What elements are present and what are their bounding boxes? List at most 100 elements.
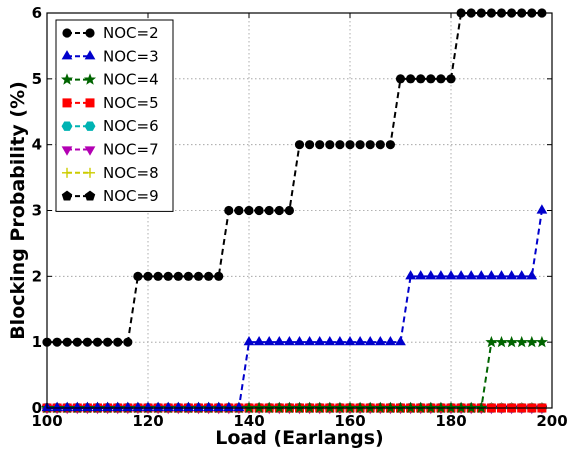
data-point	[82, 401, 93, 412]
data-point	[72, 337, 82, 347]
data-point	[62, 337, 72, 347]
series-line	[47, 12, 542, 344]
data-point	[153, 271, 163, 281]
data-point	[193, 271, 204, 281]
data-point	[516, 270, 528, 280]
data-point	[263, 335, 275, 346]
data-point	[214, 271, 224, 281]
data-point	[405, 270, 416, 280]
data-point	[224, 205, 234, 216]
data-point	[284, 335, 295, 346]
x-tick-label: 100	[31, 412, 62, 430]
data-point	[495, 335, 508, 348]
legend-label: NOC=2	[103, 24, 159, 42]
legend-label: NOC=8	[103, 164, 159, 182]
data-point	[485, 335, 498, 348]
data-point	[505, 335, 518, 348]
data-point	[294, 335, 305, 346]
data-point	[71, 401, 83, 412]
data-point	[406, 74, 416, 84]
legend-marker	[85, 28, 95, 38]
data-point	[526, 270, 538, 280]
data-point	[536, 204, 548, 214]
data-point	[213, 401, 225, 412]
data-point	[234, 205, 244, 216]
data-point	[233, 401, 245, 412]
data-point	[264, 205, 274, 216]
y-tick-label: 1	[32, 333, 42, 351]
data-point	[294, 140, 305, 150]
data-point	[344, 335, 356, 346]
data-point	[103, 337, 113, 347]
data-point	[82, 337, 92, 347]
series-line	[47, 210, 543, 409]
data-point	[132, 401, 144, 412]
legend-marker	[60, 73, 74, 85]
legend-marker	[83, 73, 97, 85]
data-point	[204, 271, 214, 281]
legend-marker	[62, 28, 72, 38]
y-tick-label: 5	[32, 70, 42, 88]
legend-marker	[84, 190, 96, 201]
data-point	[355, 140, 365, 150]
legend-box	[55, 19, 174, 212]
legend-entry: NOC=7	[61, 141, 159, 159]
plot-frame	[46, 12, 553, 409]
data-point	[426, 74, 436, 84]
data-point	[395, 335, 406, 346]
data-point	[315, 140, 325, 150]
data-point	[163, 271, 173, 281]
data-point	[435, 270, 447, 280]
data-point	[395, 74, 406, 84]
y-axis-title: Blocking Probability (%)	[7, 81, 29, 340]
data-point	[515, 335, 528, 348]
legend-label: NOC=3	[103, 47, 159, 65]
legend-entry: NOC=6	[61, 117, 159, 135]
data-point	[354, 335, 366, 346]
data-point	[385, 335, 396, 346]
data-point	[122, 401, 134, 412]
data-point	[52, 337, 62, 347]
legend-label: NOC=9	[103, 187, 159, 205]
legend-marker	[61, 121, 73, 131]
x-tick-label: 200	[536, 412, 567, 430]
series-noc-3	[41, 204, 548, 412]
data-point	[223, 401, 235, 412]
data-point	[102, 401, 113, 412]
x-tick-label: 160	[334, 412, 365, 430]
data-point	[162, 401, 174, 412]
legend-entry: NOC=3	[61, 47, 159, 65]
data-point	[335, 140, 345, 150]
legend-marker	[85, 167, 95, 178]
legend-label: NOC=4	[103, 71, 159, 89]
x-axis-title: Load (Earlangs)	[215, 427, 384, 449]
data-point	[113, 337, 123, 347]
data-point	[455, 270, 467, 280]
data-point	[415, 270, 427, 280]
data-point	[123, 337, 133, 347]
x-axis-ticks: 100 120 140 160 180 200	[31, 13, 568, 430]
data-point	[535, 335, 548, 348]
data-point	[61, 401, 73, 412]
data-point	[253, 335, 265, 346]
data-point	[496, 270, 507, 280]
data-point	[465, 270, 477, 280]
data-point	[325, 140, 335, 150]
data-point	[143, 271, 153, 281]
data-point	[365, 140, 375, 150]
y-tick-label: 0	[32, 399, 42, 417]
data-point	[385, 140, 395, 150]
data-point	[203, 401, 214, 412]
data-point	[254, 205, 264, 216]
data-point	[475, 270, 487, 280]
legend-marker	[62, 98, 72, 108]
legend-entry: NOC=9	[61, 187, 159, 205]
data-point	[506, 270, 517, 280]
legend-marker	[84, 146, 96, 156]
series-noc-4	[40, 335, 548, 414]
data-point	[274, 205, 284, 216]
data-point	[112, 401, 124, 412]
y-tick-label: 4	[32, 136, 42, 154]
data-point	[133, 271, 143, 281]
